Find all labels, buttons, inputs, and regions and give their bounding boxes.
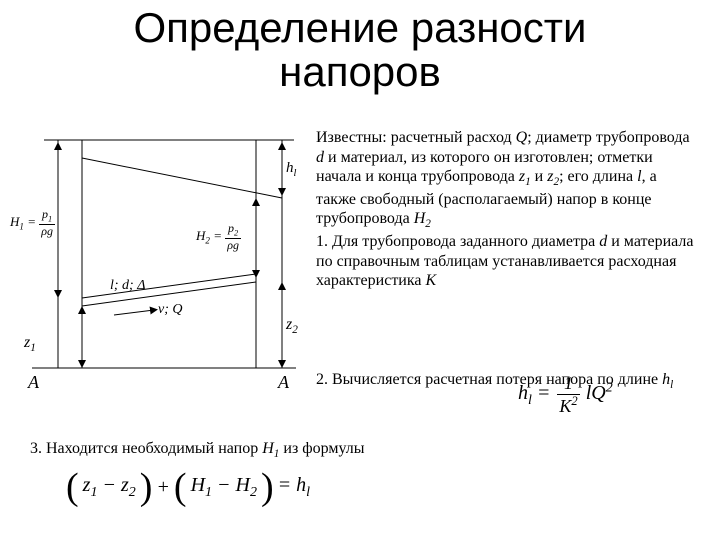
formula-hl: hl = 1 K2 lQ2: [518, 374, 678, 417]
head-diagram: H1 = p1ρg H2 = p2ρg hl l; d; Δ v; Q z1 z…: [24, 130, 300, 410]
label-A-right: A: [278, 372, 289, 393]
label-A-left: A: [28, 372, 39, 393]
label-H2-eq: H2 = p2ρg: [196, 222, 241, 252]
formula-main: ( z1 − z2 ) + ( H1 − H2 ) = hl: [66, 468, 310, 506]
label-ldD: l; d; Δ: [110, 278, 145, 294]
label-hl: hl: [286, 160, 296, 179]
slide-title: Определение разности напоров: [0, 6, 720, 94]
label-z1: z1: [24, 334, 36, 354]
label-H1-eq: H1 = p1ρg: [10, 208, 55, 238]
body-text: Известны: расчетный расход Q; диаметр тр…: [316, 128, 700, 291]
step-3-text: 3. Находится необходимый напор H1 из фор…: [30, 440, 690, 460]
label-z2: z2: [286, 316, 298, 336]
label-vQ: v; Q: [158, 302, 183, 318]
title-line-2: напоров: [279, 48, 441, 95]
title-line-1: Определение разности: [134, 4, 587, 51]
